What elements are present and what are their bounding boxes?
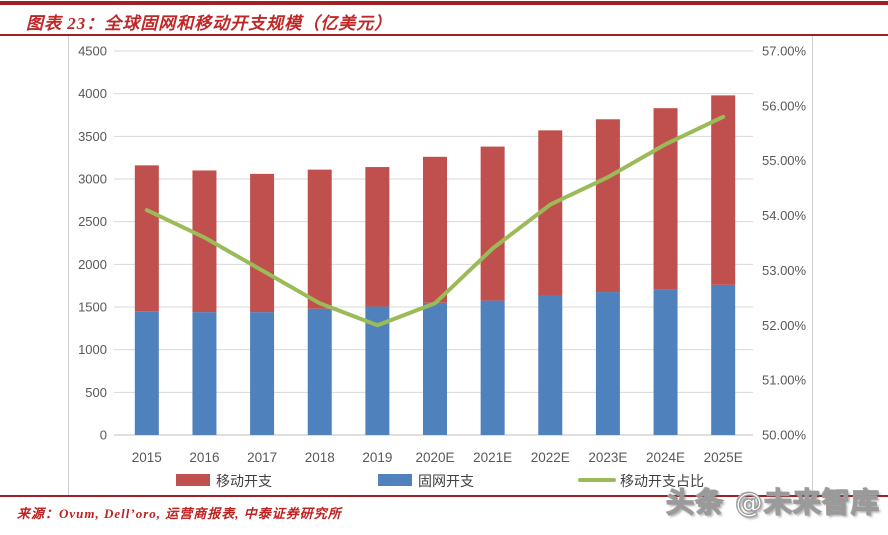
x-axis-category-label: 2017 xyxy=(247,450,277,465)
x-axis-category-label: 2015 xyxy=(132,450,162,465)
footer-rule xyxy=(0,495,888,497)
left-axis-tick-label: 1000 xyxy=(78,342,107,357)
chart-title: 图表 23：全球固网和移动开支规模（亿美元） xyxy=(26,14,393,33)
legend-label: 移动开支占比 xyxy=(620,473,704,489)
left-axis-tick-label: 3000 xyxy=(78,172,107,187)
bar-segment-固网开支 xyxy=(538,295,563,435)
right-axis-tick-label: 55.00% xyxy=(762,153,807,168)
right-axis-tick-label: 56.00% xyxy=(762,98,807,113)
x-axis-category-label: 2018 xyxy=(305,450,335,465)
left-axis-tick-label: 3500 xyxy=(78,129,107,144)
left-axis-tick-label: 2000 xyxy=(78,257,107,272)
table-border-right xyxy=(812,36,813,495)
bar-segment-固网开支 xyxy=(480,300,505,435)
x-axis-category-label: 2025E xyxy=(704,450,743,465)
bar-segment-移动开支 xyxy=(134,165,159,312)
left-axis-tick-label: 0 xyxy=(100,428,107,443)
bar-segment-移动开支 xyxy=(480,146,505,301)
right-axis-tick-label: 54.00% xyxy=(762,208,807,223)
right-axis-tick-label: 50.00% xyxy=(762,428,807,443)
right-axis-tick-label: 53.00% xyxy=(762,263,807,278)
x-axis-category-label: 2022E xyxy=(531,450,570,465)
left-axis-tick-label: 1500 xyxy=(78,300,107,315)
bar-segment-移动开支 xyxy=(423,156,447,303)
x-axis-category-label: 2020E xyxy=(415,450,454,465)
bar-segment-移动开支 xyxy=(307,169,332,309)
left-axis-tick-label: 2500 xyxy=(78,214,107,229)
bar-segment-移动开支 xyxy=(653,108,678,290)
bar-segment-固网开支 xyxy=(653,289,678,435)
bar-segment-固网开支 xyxy=(711,284,736,435)
x-axis-category-label: 2016 xyxy=(189,450,219,465)
legend-label: 移动开支 xyxy=(216,473,272,489)
x-axis-category-label: 2023E xyxy=(588,450,627,465)
left-axis-tick-label: 4500 xyxy=(78,44,107,59)
legend-swatch-移动开支 xyxy=(176,474,210,486)
title-top-rule xyxy=(0,1,888,5)
source-note: 来源：Ovum, Dell’oro, 运营商报表, 中泰证券研究所 xyxy=(17,506,342,521)
x-axis-category-label: 2021E xyxy=(473,450,512,465)
bar-segment-移动开支 xyxy=(365,167,390,307)
right-axis-tick-label: 52.00% xyxy=(762,318,807,333)
legend-swatch-固网开支 xyxy=(378,474,412,486)
watermark: 头条 @未来智库 xyxy=(666,485,880,519)
bar-segment-固网开支 xyxy=(423,302,447,435)
x-axis-category-label: 2024E xyxy=(646,450,685,465)
legend-label: 固网开支 xyxy=(418,473,474,489)
bar-segment-固网开支 xyxy=(192,312,217,435)
bar-segment-移动开支 xyxy=(595,119,620,293)
bar-segment-移动开支 xyxy=(250,173,275,313)
bar-segment-固网开支 xyxy=(595,292,620,435)
title-underline-rule xyxy=(0,34,888,36)
bar-segment-移动开支 xyxy=(711,95,736,285)
bar-segment-固网开支 xyxy=(365,306,390,435)
right-axis-tick-label: 51.00% xyxy=(762,373,807,388)
bar-segment-固网开支 xyxy=(134,311,159,435)
ratio-line-series xyxy=(144,114,726,328)
table-border-left xyxy=(68,36,69,495)
bar-segment-固网开支 xyxy=(307,308,332,435)
left-axis-tick-label: 4000 xyxy=(78,86,107,101)
bar-segment-固网开支 xyxy=(250,312,275,435)
left-axis-tick-label: 500 xyxy=(85,385,107,400)
x-axis-category-label: 2019 xyxy=(362,450,392,465)
right-axis-tick-label: 57.00% xyxy=(762,44,807,59)
